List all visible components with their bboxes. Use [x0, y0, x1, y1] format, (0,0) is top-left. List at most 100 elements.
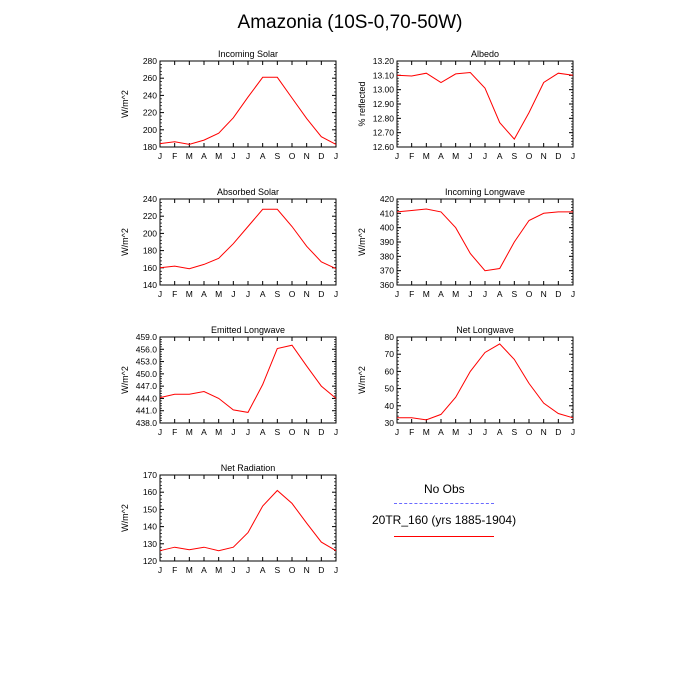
x-tick-label: O — [289, 427, 296, 437]
x-tick-label: S — [274, 151, 280, 161]
x-tick-label: N — [541, 427, 547, 437]
x-tick-label: A — [438, 427, 444, 437]
y-tick-label: 180 — [143, 246, 157, 256]
y-tick-label: 240 — [143, 90, 157, 100]
x-tick-label: M — [423, 289, 430, 299]
panel-title: Net Radiation — [221, 463, 276, 473]
y-tick-label: 200 — [143, 228, 157, 238]
x-tick-label: M — [215, 289, 222, 299]
x-tick-label: J — [246, 151, 250, 161]
x-tick-label: N — [541, 151, 547, 161]
panel-title: Incoming Solar — [218, 49, 278, 59]
panel-incoming-longwave: Incoming Longwave W/m^2 360 370 380 390 400 410… — [357, 187, 575, 299]
x-tick-label: J — [158, 427, 162, 437]
x-tick-label: J — [334, 289, 338, 299]
y-tick-label: 160 — [143, 263, 157, 273]
x-tick-label: F — [172, 565, 177, 575]
panel-title: Incoming Longwave — [445, 187, 525, 197]
legend-obs-label: No Obs — [424, 482, 465, 496]
x-tick-label: A — [260, 565, 266, 575]
x-tick-label: F — [409, 151, 414, 161]
x-tick-label: M — [452, 427, 459, 437]
y-tick-label: 120 — [143, 556, 157, 566]
x-tick-label: O — [289, 565, 296, 575]
x-tick-label: D — [318, 427, 324, 437]
x-tick-label: F — [172, 427, 177, 437]
x-tick-label: J — [571, 289, 575, 299]
y-tick-label: 450.0 — [136, 369, 158, 379]
x-tick-label: F — [409, 289, 414, 299]
x-tick-label: M — [215, 427, 222, 437]
plot-frame — [396, 336, 574, 424]
plot-frame — [159, 198, 337, 286]
x-tick-label: J — [246, 289, 250, 299]
x-tick-label: J — [395, 151, 399, 161]
x-tick-label: S — [274, 565, 280, 575]
y-tick-label: 12.60 — [373, 142, 395, 152]
x-tick-label: A — [260, 151, 266, 161]
y-axis-label: W/m^2 — [120, 366, 130, 394]
x-tick-label: A — [497, 151, 503, 161]
y-tick-label: 200 — [143, 125, 157, 135]
x-tick-label: M — [423, 151, 430, 161]
plot-frame — [159, 336, 337, 424]
legend-run-label: 20TR_160 (yrs 1885-1904) — [372, 513, 517, 527]
x-tick-label: J — [571, 151, 575, 161]
x-tick-label: J — [483, 427, 487, 437]
y-tick-label: 438.0 — [136, 418, 158, 428]
x-tick-label: D — [555, 427, 561, 437]
x-tick-label: A — [497, 289, 503, 299]
y-tick-label: 280 — [143, 56, 157, 66]
y-tick-label: 380 — [380, 251, 394, 261]
plot-frame — [159, 474, 337, 562]
x-tick-label: J — [468, 151, 472, 161]
y-tick-label: 240 — [143, 194, 157, 204]
x-tick-label: M — [452, 151, 459, 161]
panel-emitted-longwave: Emitted Longwave W/m^2 438.0 441.0 444.0 447.… — [120, 325, 338, 437]
x-tick-label: J — [246, 427, 250, 437]
y-tick-label: 410 — [380, 208, 394, 218]
x-tick-label: J — [468, 289, 472, 299]
y-tick-label: 220 — [143, 108, 157, 118]
plot-frame — [159, 60, 337, 148]
legend-run-line — [394, 536, 494, 537]
x-tick-label: D — [555, 151, 561, 161]
y-tick-label: 140 — [143, 522, 157, 532]
y-tick-label: 30 — [385, 418, 395, 428]
plot-frame — [396, 198, 574, 286]
x-tick-label: O — [526, 151, 533, 161]
x-tick-label: J — [483, 151, 487, 161]
y-tick-label: 80 — [385, 332, 395, 342]
y-tick-label: 160 — [143, 487, 157, 497]
y-tick-label: 40 — [385, 401, 395, 411]
y-tick-label: 13.20 — [373, 56, 395, 66]
series-line — [159, 208, 337, 270]
x-tick-label: M — [215, 565, 222, 575]
x-tick-label: M — [423, 427, 430, 437]
y-axis-label: W/m^2 — [120, 90, 130, 118]
x-tick-label: N — [304, 427, 310, 437]
x-tick-label: M — [452, 289, 459, 299]
panel-title: Albedo — [471, 49, 499, 59]
x-tick-label: F — [409, 427, 414, 437]
x-tick-label: J — [483, 289, 487, 299]
x-tick-label: D — [318, 565, 324, 575]
x-tick-label: A — [201, 565, 207, 575]
series-line — [159, 344, 337, 413]
y-tick-label: 60 — [385, 366, 395, 376]
y-tick-label: 12.80 — [373, 113, 395, 123]
series-line — [159, 489, 337, 552]
series-line — [396, 71, 574, 140]
y-tick-label: 50 — [385, 384, 395, 394]
y-tick-label: 420 — [380, 194, 394, 204]
y-tick-label: 12.70 — [373, 128, 395, 138]
x-tick-label: A — [201, 427, 207, 437]
y-tick-label: 150 — [143, 504, 157, 514]
y-tick-label: 130 — [143, 539, 157, 549]
x-tick-label: N — [304, 151, 310, 161]
x-tick-label: F — [172, 151, 177, 161]
x-tick-label: M — [186, 289, 193, 299]
